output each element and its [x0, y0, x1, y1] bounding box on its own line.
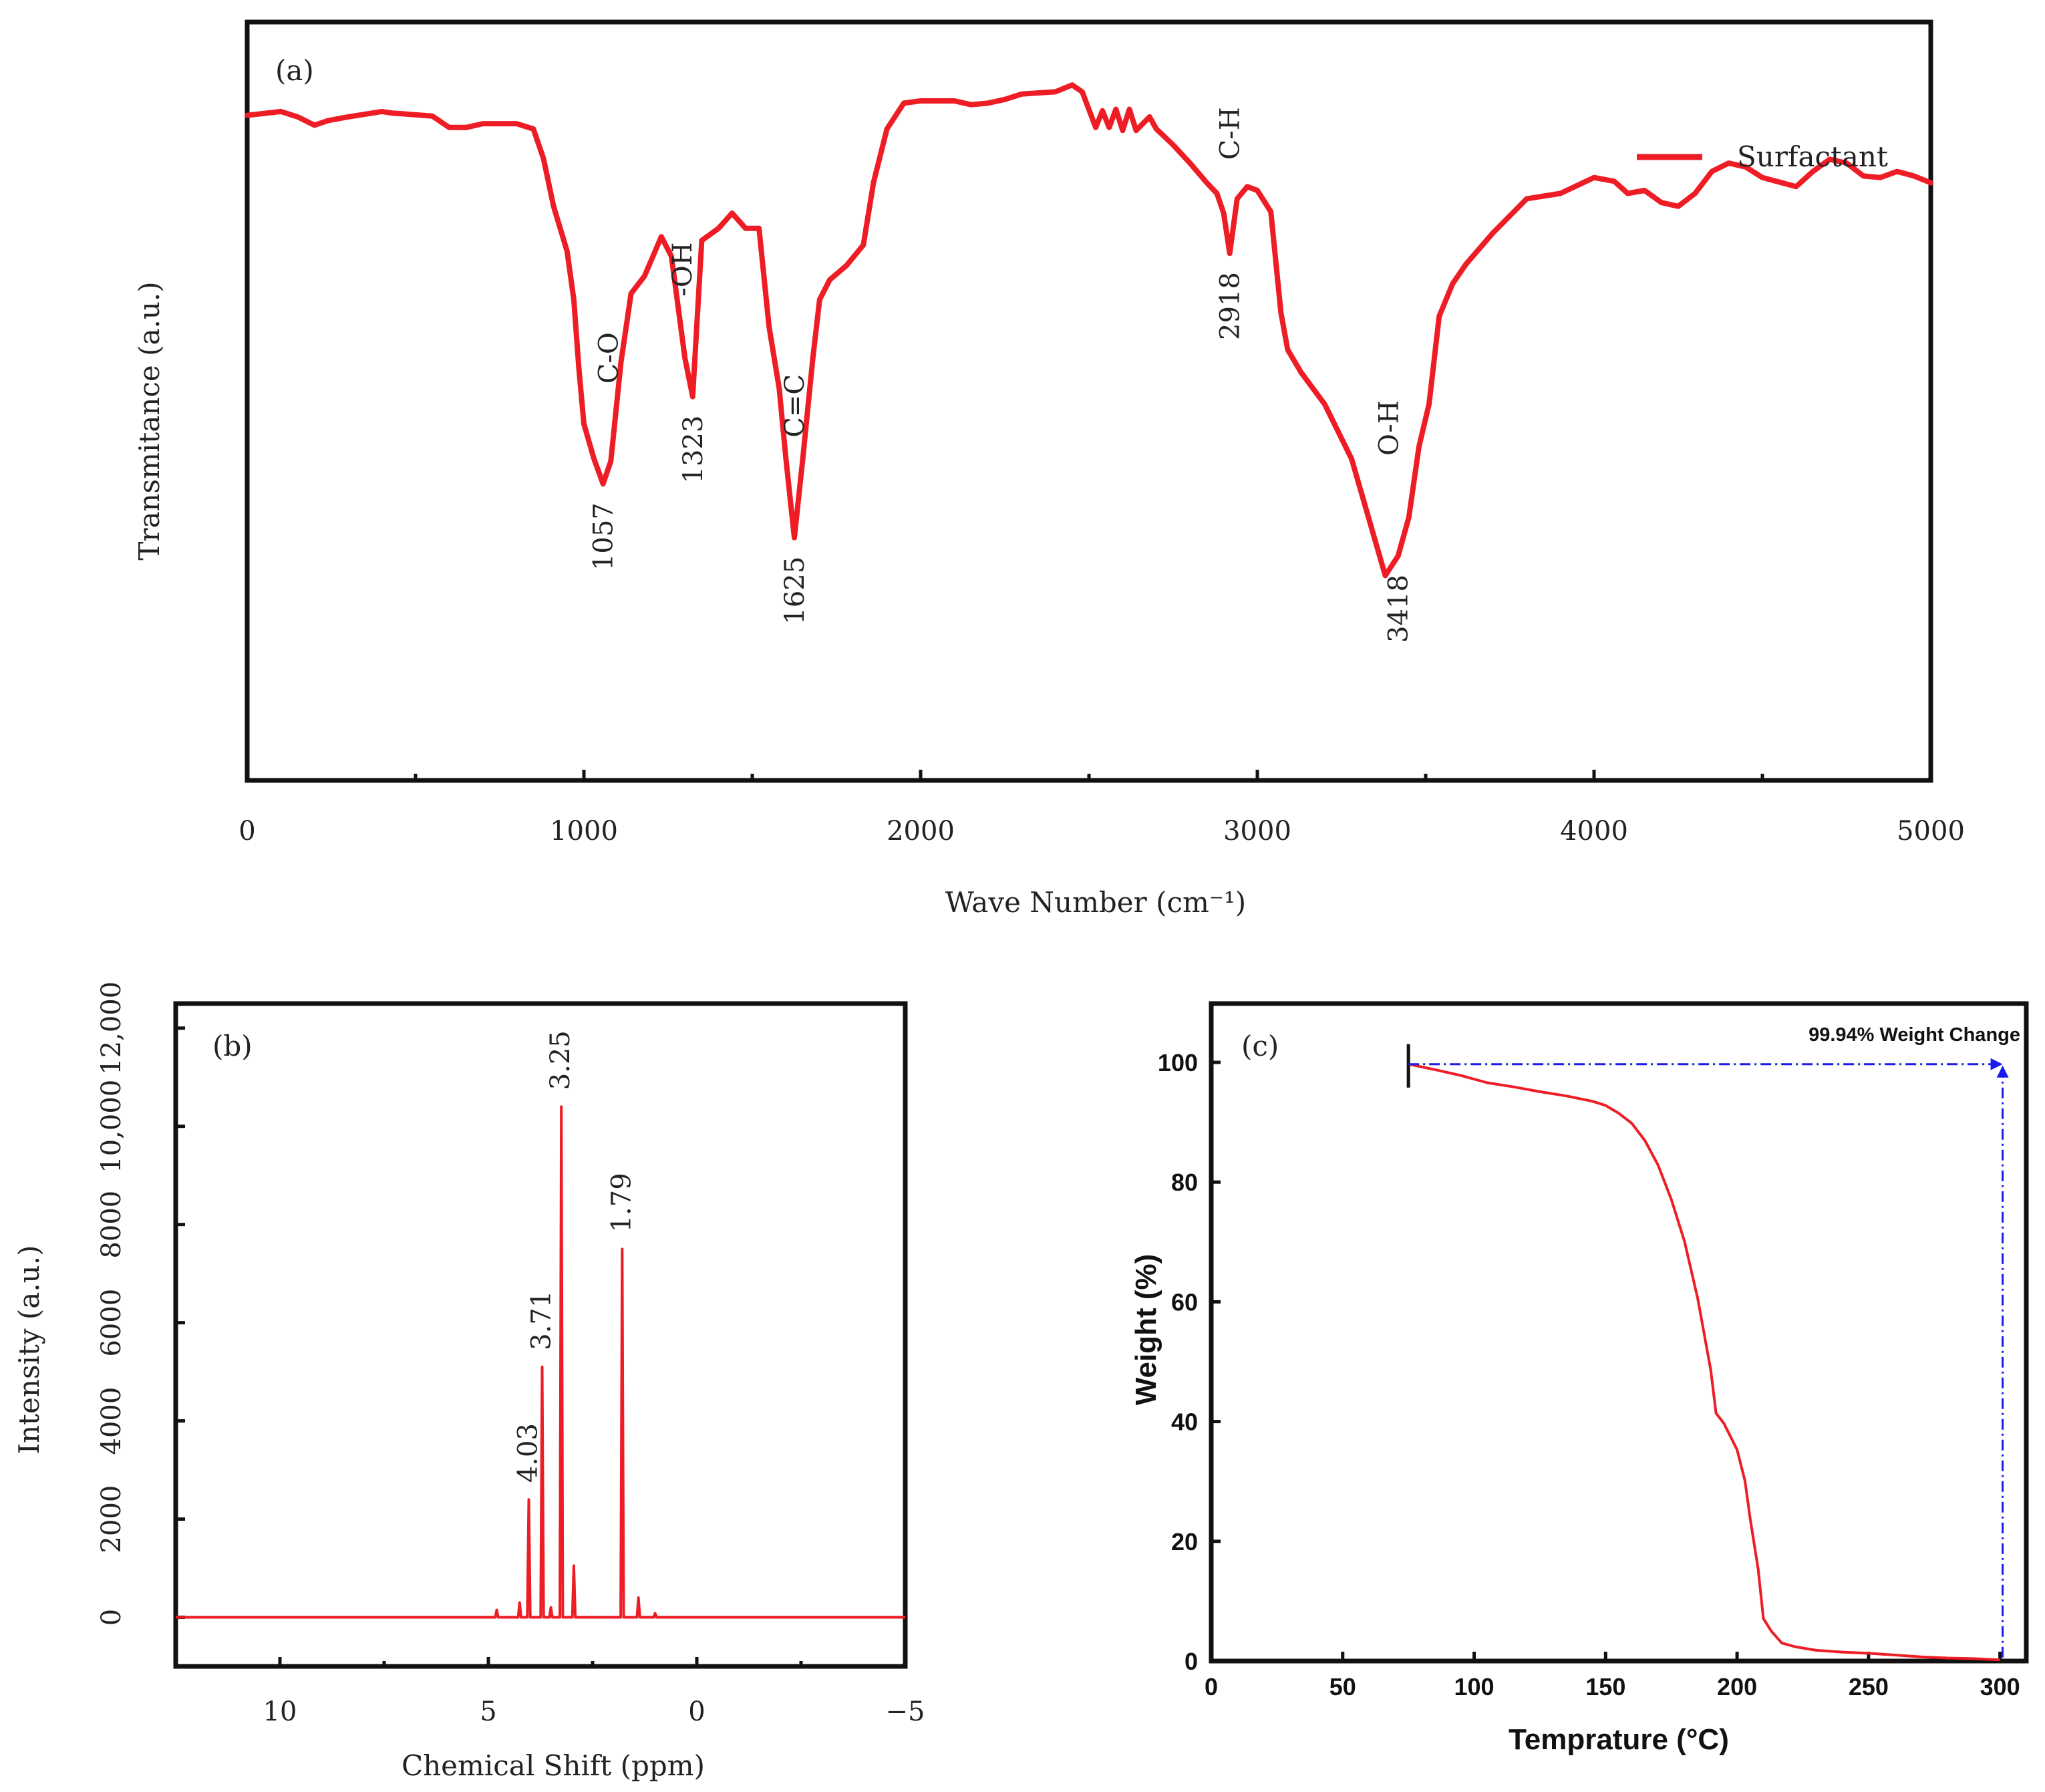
weight-change-annotation: 99.94% Weight Change [1808, 1024, 2020, 1046]
plot-frame-a [245, 19, 1933, 783]
x-tick-label-a-3000: 3000 [1223, 816, 1291, 847]
group-label-a-2918: C-H [1215, 107, 1246, 160]
x-tick-label-c-0: 0 [1205, 1673, 1218, 1700]
y-tick-label-b-10000: 10,000 [96, 1080, 127, 1173]
weight-change-arrow [1408, 1058, 2009, 1660]
y-tick-label-c-20: 20 [1171, 1528, 1198, 1555]
x-tick-label-a-2000: 2000 [887, 816, 955, 847]
x-tick-label-b-0: 10 [263, 1696, 297, 1727]
y-tick-label-b-8000: 8000 [96, 1191, 127, 1259]
series-line-surfactant [245, 82, 1933, 579]
panel-label-a: (a) [275, 54, 314, 87]
x-axis-label-c: Temprature (°C) [1509, 1723, 1729, 1756]
panel-b: 10 5 0 −5 0 2000 4000 6000 8000 10,000 12,000 4.03… [13, 982, 925, 1782]
group-label-a-1625: C=C [780, 374, 810, 438]
y-axis-label-a: Transmitance (a.u.) [133, 281, 166, 560]
series-line-spectrum [176, 1105, 905, 1619]
x-tick-label-a-1000: 1000 [550, 816, 618, 847]
x-tick-label-c-250: 250 [1849, 1673, 1889, 1700]
y-tick-label-c-80: 80 [1171, 1169, 1198, 1196]
x-tick-label-a-5000: 5000 [1897, 816, 1965, 847]
y-tick-label-b-4000: 4000 [96, 1387, 127, 1455]
panel-label-b: (b) [212, 1030, 253, 1062]
y-axis-label-b: Intensity (a.u.) [13, 1245, 45, 1455]
group-label-a-3418: O-H [1374, 400, 1405, 456]
plot-frame-c [1209, 1001, 2029, 1664]
y-tick-label-b-6000: 6000 [96, 1289, 127, 1357]
y-tick-label-b-12000: 12,000 [96, 982, 127, 1075]
x-tick-label-c-300: 300 [1980, 1673, 2020, 1700]
x-tick-label-b-2: 0 [688, 1696, 705, 1727]
x-tick-label-c-100: 100 [1454, 1673, 1495, 1700]
arrow-head-up [1996, 1065, 2009, 1078]
group-label-a-1057: C-O [594, 332, 625, 384]
y-tick-label-c-40: 40 [1171, 1408, 1198, 1436]
y-tick-label-c-100: 100 [1158, 1049, 1198, 1076]
peak-label-a-1625: 1625 [780, 557, 810, 625]
series-line-weight [1408, 1062, 2000, 1662]
plot-frame-b [173, 1001, 908, 1669]
x-axis-label-b: Chemical Shift (ppm) [402, 1749, 705, 1782]
group-label-a-1323: -OH [667, 242, 698, 296]
peak-label-a-2918: 2918 [1215, 272, 1246, 340]
x-tick-label-c-50: 50 [1329, 1673, 1356, 1700]
x-tick-label-a-4000: 4000 [1560, 816, 1628, 847]
x-tick-label-a-0: 0 [239, 816, 255, 847]
peak-label-a-1057: 1057 [589, 502, 619, 571]
y-tick-label-c-0: 0 [1185, 1648, 1198, 1675]
peak-label-a-3418: 3418 [1384, 575, 1414, 643]
x-tick-label-b-3: −5 [886, 1696, 925, 1727]
arrow-head-right [1990, 1058, 2003, 1070]
peak-label-b-3.71: 3.71 [526, 1291, 557, 1350]
peak-label-b-4.03: 4.03 [513, 1423, 544, 1483]
y-tick-label-b-0: 0 [96, 1609, 127, 1626]
x-axis-label-a: Wave Number (cm⁻¹) [945, 886, 1246, 919]
panel-a: 0 1000 2000 3000 4000 5000 1057 C-O 1323 -OH 1625… [133, 19, 1965, 919]
y-tick-label-b-2000: 2000 [96, 1485, 127, 1553]
x-tick-label-c-200: 200 [1717, 1673, 1757, 1700]
panel-label-c: (c) [1241, 1030, 1279, 1062]
x-tick-label-b-1: 5 [480, 1696, 496, 1727]
y-tick-label-c-60: 60 [1171, 1288, 1198, 1316]
x-tick-label-c-150: 150 [1585, 1673, 1625, 1700]
y-axis-label-c: Weight (%) [1130, 1254, 1162, 1406]
panel-c: 0 50 100 150 200 250 300 0 20 40 60 80 100 99.94% We… [1130, 1001, 2029, 1756]
peak-label-b-3.25: 3.25 [545, 1030, 576, 1090]
peak-label-a-1323: 1323 [678, 416, 709, 484]
peak-label-b-1.79: 1.79 [606, 1173, 637, 1232]
legend-label-surfactant: Surfactant [1737, 140, 1888, 173]
